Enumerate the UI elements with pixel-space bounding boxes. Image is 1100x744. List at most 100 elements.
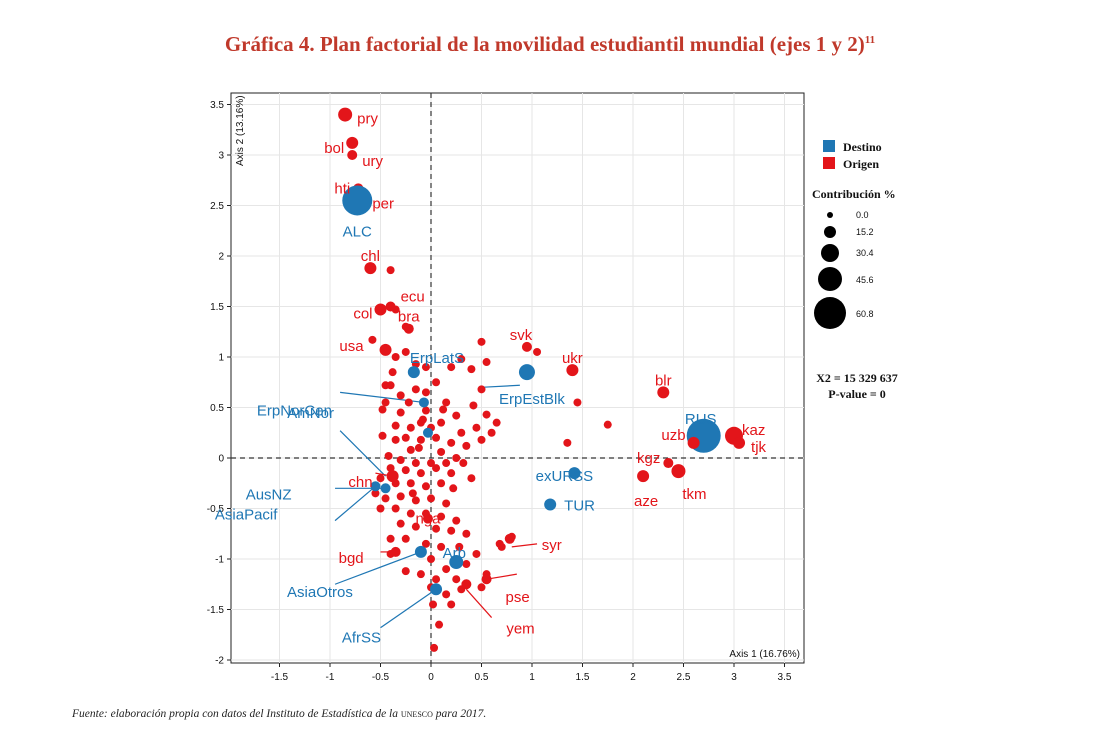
point-label-svk: svk [510,327,533,344]
point-label-chl: chl [361,248,380,265]
point-label-alc: ALC [343,223,372,240]
y-tick-label: 3 [218,151,224,162]
origin-point [411,360,420,369]
x-tick-label: 2 [630,672,636,683]
point-label-tkm: tkm [682,486,706,503]
point-label-syr: syr [542,537,562,554]
origin-point [388,368,397,377]
origin-point [396,408,405,417]
source-suffix: para 2017. [432,708,487,720]
x-tick-label: 3 [731,672,737,683]
origin-point [384,451,393,460]
origin-point-blr [657,386,670,399]
origin-point [452,575,461,584]
origin-point [421,539,430,548]
origin-point [430,643,439,652]
origin-point [437,542,446,551]
plot-frame [230,92,805,664]
origin-point [421,388,430,397]
leader-line [334,551,422,585]
point-label-afrss: AfrSS [342,629,381,646]
origin-point [421,363,430,372]
source-prefix: Fuente: elaboración propia con datos del… [72,708,401,720]
origin-point [447,469,456,478]
origin-point [386,266,395,275]
origin-point [408,489,417,498]
legend-label-origen: Origen [843,157,879,171]
leader-line [511,543,538,548]
origin-point [442,590,451,599]
origin-point [603,420,612,429]
destination-point-erpestblk [518,364,535,381]
destination-point-tur [544,498,557,511]
origin-point-syr [504,533,515,544]
origin-point [563,438,572,447]
point-label-amnor: AmNor [287,405,334,422]
origin-point [401,534,410,543]
origin-point [437,447,446,456]
origin-point [386,534,395,543]
point-label-per: per [372,195,394,212]
y-tick-label: 0 [218,454,224,465]
leader-line [465,588,493,618]
size-legend-dot-4 [814,297,846,329]
origin-point [427,555,435,563]
origin-point [442,565,451,574]
origin-point [406,509,415,518]
origin-point [455,542,464,551]
size-legend-label-2: 30.4 [856,248,874,258]
origin-point-chn [386,470,399,483]
y-tick-label: -1.5 [207,605,225,616]
origin-point [432,378,441,387]
origin-point-bgd [390,546,401,557]
y-tick-label: -2 [215,656,224,667]
origin-point-tkm [671,464,686,479]
leader-line [486,573,517,580]
chart-title: Gráfica 4. Plan factorial de la movilida… [0,32,1100,57]
origin-point [452,516,461,525]
p-value-stat: P-value = 0 [828,387,886,401]
y-tick-label: -1 [215,555,224,566]
origin-point [452,411,461,420]
point-label-kgz: kgz [637,450,660,467]
origin-point [396,492,405,501]
x-tick-label: 3.5 [778,672,792,683]
point-label-chn: chn [348,474,372,491]
legend: Destino Origen Contribución % 0.0 15.2 3… [812,140,898,401]
origin-point-yem [461,579,472,590]
origin-point [432,464,441,473]
x-tick-label: 0.5 [475,672,489,683]
origin-point [459,459,468,468]
origin-point [404,398,413,407]
size-legend-label-3: 45.6 [856,275,874,285]
point-label-aze: aze [634,493,658,510]
axis-ticks: -1.5 -1 -0.5 0 0.5 1 1.5 2 2.5 3 3.5 -2 -1.5 -1 -0.5 0 0… [207,100,792,683]
leader-line [334,485,376,522]
origin-point [467,474,476,483]
origin-point [442,459,451,468]
origin-point [573,398,582,407]
origin-point-pry [338,107,353,122]
origin-point [457,428,466,437]
origin-point [447,438,456,447]
size-legend-label-0: 0.0 [856,210,869,220]
origin-point [391,421,400,430]
origin-point [442,499,451,508]
y-tick-label: 1 [218,353,224,364]
origin-point [378,431,387,440]
destination-point-amnor [422,427,433,438]
point-label-uzb: uzb [661,427,685,444]
point-label-tur: TUR [564,497,595,514]
origin-point [497,542,506,551]
origin-point-col [374,303,387,316]
origin-point [472,549,481,558]
origin-point [462,529,471,538]
grid-lines [231,93,804,663]
size-legend-label-4: 60.8 [856,309,874,319]
size-legend-dot-2 [821,244,839,262]
origin-point [452,454,461,462]
origin-point [442,398,451,407]
destination-point-alc [342,185,373,216]
origin-point [401,466,410,475]
